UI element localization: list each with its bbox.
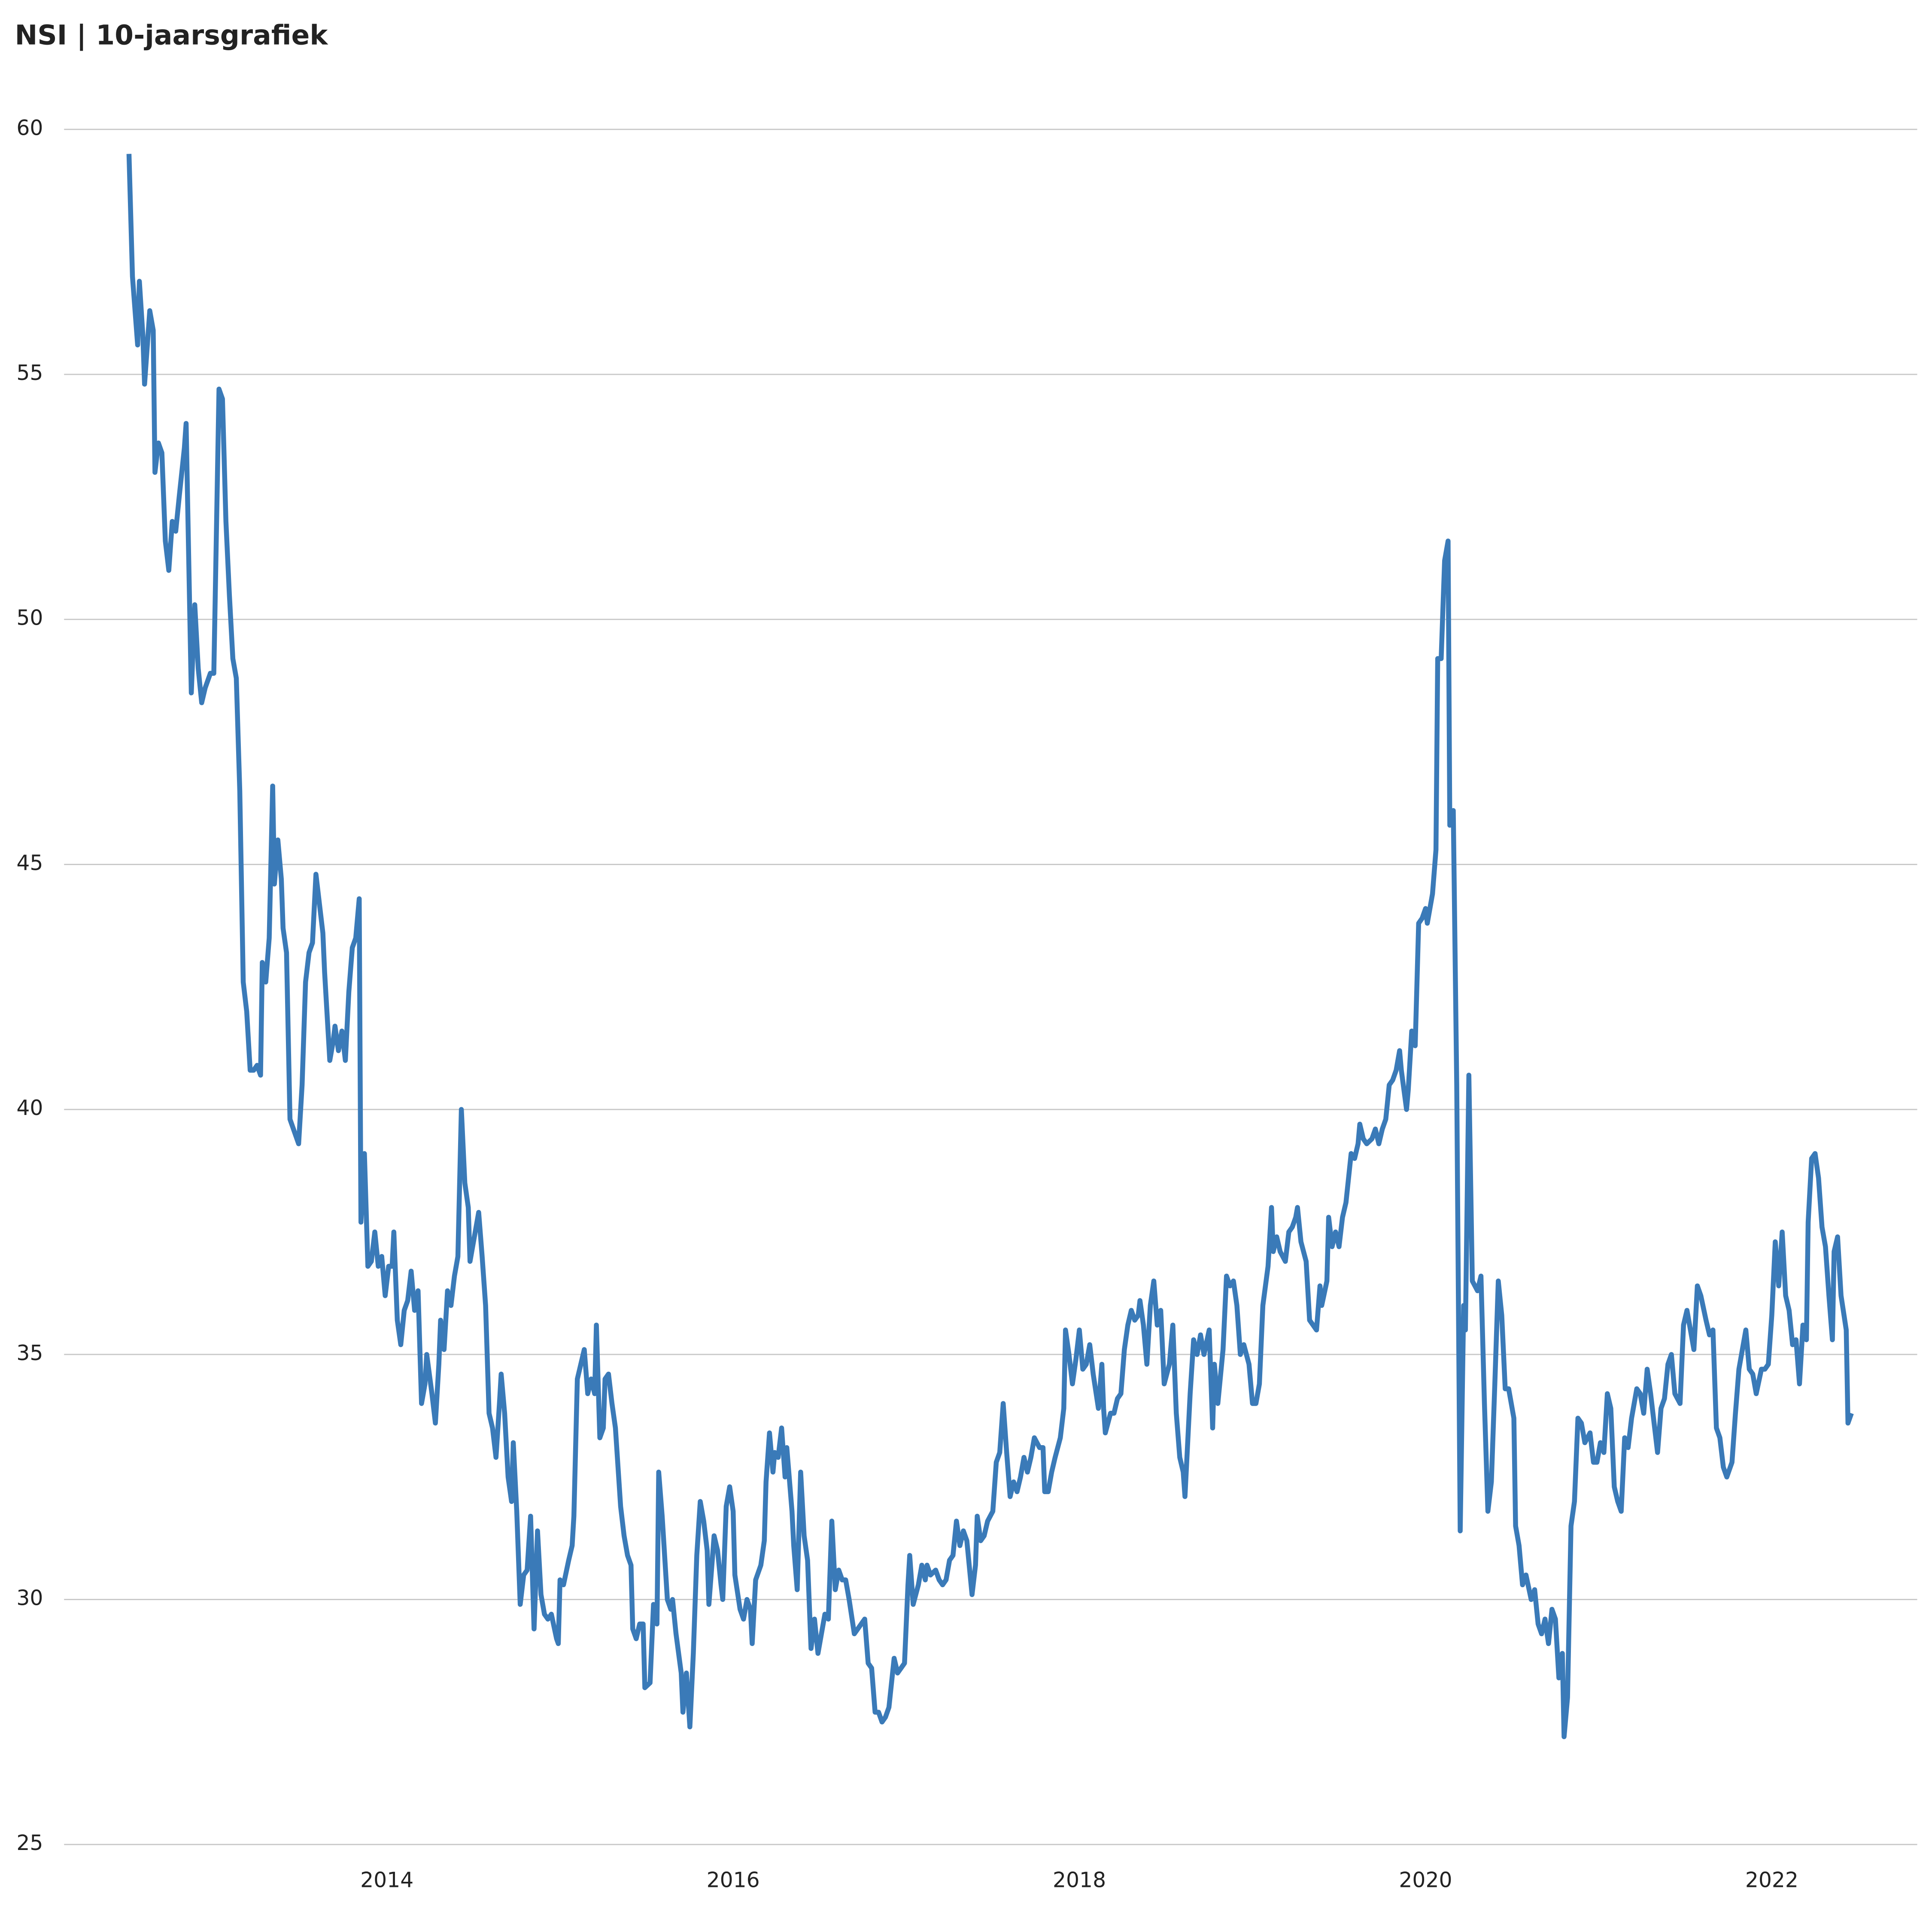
x-tick-label: 2022: [1745, 1868, 1798, 1892]
x-tick-label: 2020: [1399, 1868, 1452, 1892]
y-tick-label: 50: [16, 606, 43, 630]
y-tick-label: 30: [16, 1586, 43, 1610]
y-tick-label: 40: [16, 1096, 43, 1120]
y-tick-label: 35: [16, 1341, 43, 1365]
x-tick-label: 2018: [1053, 1868, 1106, 1892]
x-tick-label: 2014: [360, 1868, 413, 1892]
y-tick-label: 45: [16, 851, 43, 875]
y-tick-label: 55: [16, 361, 43, 385]
y-tick-label: 60: [16, 115, 43, 140]
y-tick-label: 25: [16, 1831, 43, 1855]
chart-title: NSI | 10-jaarsgrafiek: [15, 19, 328, 51]
price-line: [126, 154, 1854, 1739]
x-tick-label: 2016: [707, 1868, 760, 1892]
